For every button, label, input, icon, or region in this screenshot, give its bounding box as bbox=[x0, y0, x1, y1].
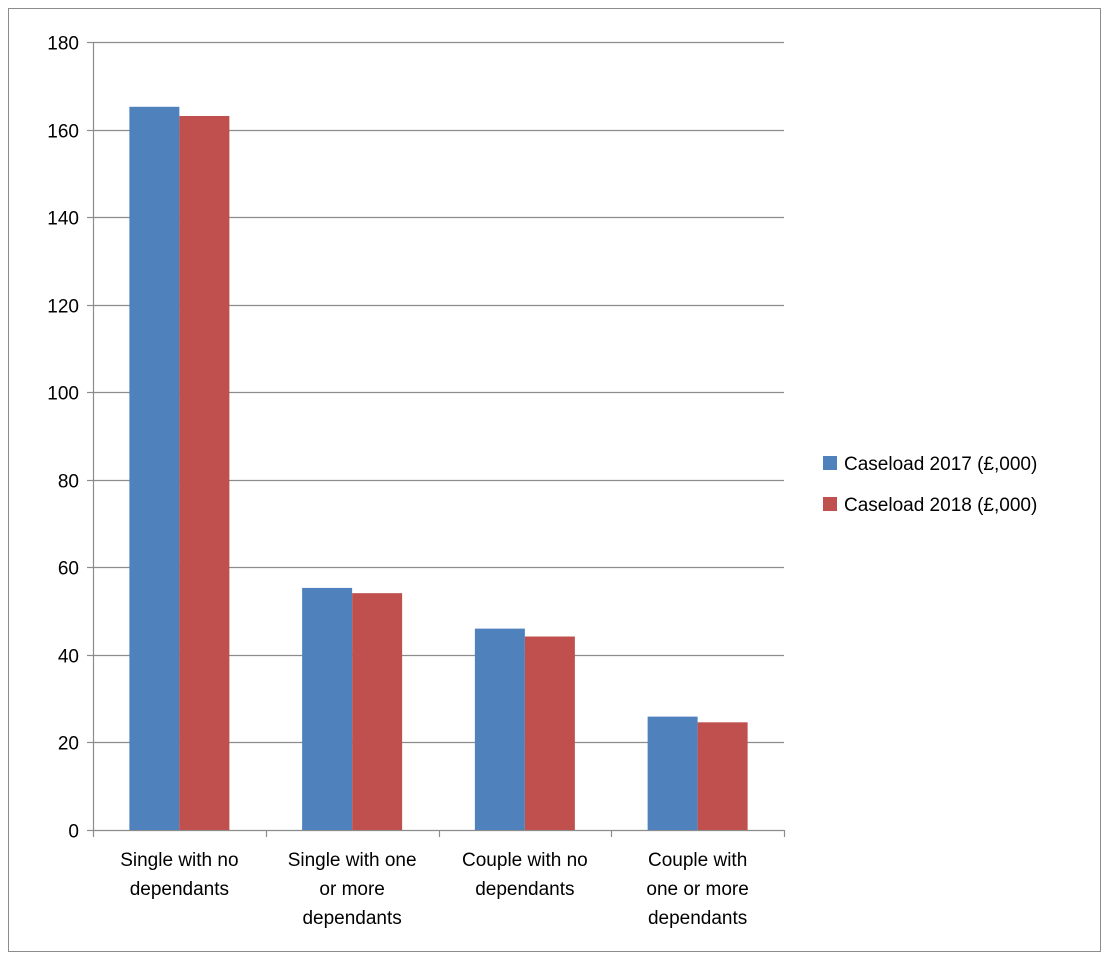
bar bbox=[647, 716, 698, 830]
x-tick-label-line: Single with one bbox=[288, 850, 417, 871]
bar bbox=[129, 106, 180, 830]
y-tick-label: 100 bbox=[47, 384, 79, 405]
bar bbox=[474, 628, 525, 830]
x-tick-label: Single with one or more dependants bbox=[288, 850, 417, 929]
chart-frame: 0 20 40 60 80 100 120 140 160 180 Single with no de… bbox=[8, 8, 1101, 952]
y-tick-label: 60 bbox=[58, 559, 79, 580]
x-tick-label-line: or more bbox=[319, 879, 384, 900]
bar bbox=[302, 587, 353, 830]
x-tick-label: Single with no dependants bbox=[120, 850, 238, 900]
bar bbox=[524, 636, 575, 830]
bar bbox=[179, 115, 230, 831]
x-tick-label: Couple with no dependants bbox=[462, 850, 588, 900]
y-tick-label: 140 bbox=[47, 209, 79, 230]
y-tick-label: 80 bbox=[58, 472, 79, 493]
y-tick-label: 120 bbox=[47, 297, 79, 318]
y-tick-label: 20 bbox=[58, 734, 79, 755]
y-tick-label: 0 bbox=[68, 822, 79, 843]
x-tick-label-line: Single with no bbox=[120, 850, 238, 871]
y-tick-label: 160 bbox=[47, 122, 79, 143]
y-tick-label: 40 bbox=[58, 647, 79, 668]
x-tick-label-line: dependants bbox=[302, 908, 401, 929]
x-tick-label-line: Couple with no bbox=[462, 850, 588, 871]
x-tick-label-line: dependants bbox=[648, 908, 747, 929]
x-tick-label-line: dependants bbox=[475, 879, 574, 900]
y-tick-label: 180 bbox=[47, 34, 79, 55]
x-tick-label-line: one or more bbox=[646, 879, 748, 900]
x-tick-label: Couple with one or more dependants bbox=[646, 850, 748, 929]
legend-swatch bbox=[823, 456, 837, 470]
x-tick-label-line: Couple with bbox=[648, 850, 747, 871]
legend-label: Caseload 2018 (£,000) bbox=[844, 495, 1037, 516]
legend-swatch bbox=[823, 497, 837, 511]
x-tick-label-line: dependants bbox=[130, 879, 229, 900]
legend-label: Caseload 2017 (£,000) bbox=[844, 454, 1037, 475]
bar-chart: 0 20 40 60 80 100 120 140 160 180 Single with no de… bbox=[47, 34, 1037, 930]
bar bbox=[352, 593, 403, 830]
bar bbox=[697, 722, 748, 830]
